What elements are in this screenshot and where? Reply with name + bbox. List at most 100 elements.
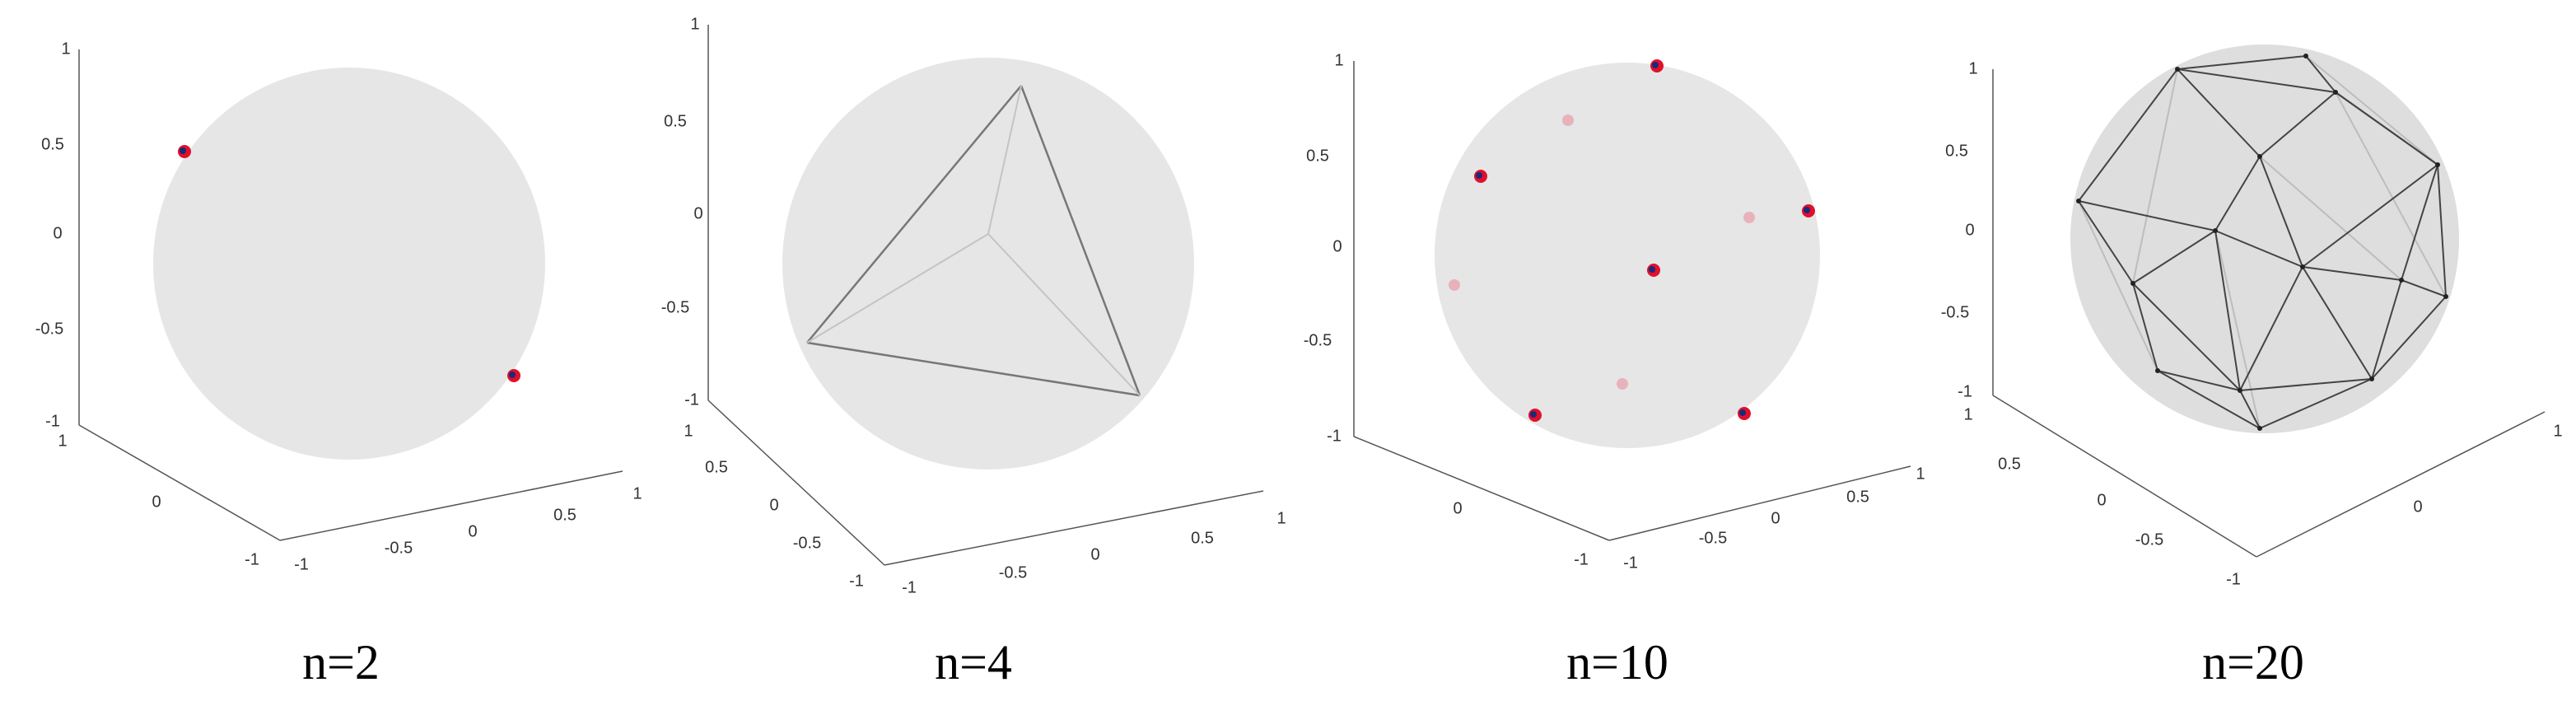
caption: n=4 bbox=[935, 635, 1012, 689]
sphere bbox=[153, 68, 545, 460]
edge bbox=[2214, 156, 2261, 231]
edge bbox=[2078, 68, 2178, 202]
caption: n=10 bbox=[1566, 635, 1668, 689]
tick-label: 0 bbox=[53, 224, 62, 242]
edge bbox=[2132, 230, 2216, 284]
tick-label: -1 bbox=[1958, 382, 1972, 400]
tick-label: -0.5 bbox=[793, 534, 821, 552]
point-core bbox=[1739, 409, 1746, 416]
point-core bbox=[1476, 172, 1482, 179]
tick-label: 0 bbox=[1965, 221, 1974, 239]
panel: 1 0.5 0 -0.5 -1 1 0 -1 -1 -0.5 0 0.5 1 n=2 bbox=[35, 40, 642, 689]
edge bbox=[2177, 68, 2336, 93]
caption: n=20 bbox=[2202, 635, 2304, 689]
edge bbox=[2132, 283, 2241, 391]
tick-label: 0 bbox=[693, 204, 702, 222]
tick-label: 1 bbox=[684, 422, 693, 440]
vertex bbox=[2076, 199, 2081, 203]
point bbox=[1743, 212, 1755, 223]
tick-label: 0.5 bbox=[705, 458, 728, 476]
vertex bbox=[2257, 426, 2262, 431]
tick-label: 1 bbox=[2553, 422, 2562, 440]
tick-label: -1 bbox=[902, 578, 917, 596]
edge bbox=[2305, 55, 2336, 93]
point bbox=[1617, 378, 1628, 390]
tick-label: 1 bbox=[61, 40, 70, 58]
tick-label: 0.5 bbox=[1846, 488, 1869, 506]
vertex bbox=[2300, 264, 2305, 269]
tick-label: -1 bbox=[849, 572, 864, 590]
edge bbox=[2214, 230, 2241, 391]
tick-label: 0 bbox=[2097, 491, 2106, 509]
edge bbox=[806, 341, 1141, 397]
tick-label: -1 bbox=[1327, 427, 1342, 445]
panel: 1 0.5 0 -0.5 -1 1 0.5 0 -0.5 -1 0 1 n=20 bbox=[1941, 44, 2563, 689]
edge bbox=[2239, 266, 2303, 391]
edge bbox=[2132, 68, 2178, 284]
tick-label: 0 bbox=[1090, 545, 1099, 563]
tick-label: -1 bbox=[245, 550, 259, 568]
edge bbox=[2371, 279, 2402, 380]
sphere bbox=[2070, 44, 2459, 433]
vertex bbox=[2130, 281, 2135, 286]
point-core bbox=[509, 372, 516, 378]
edge bbox=[2177, 68, 2261, 157]
tick-label: -0.5 bbox=[1699, 529, 1727, 547]
tick-label: 0.5 bbox=[41, 135, 64, 153]
tick-label: 1 bbox=[690, 15, 699, 33]
vertex bbox=[2155, 368, 2160, 373]
edge bbox=[2239, 378, 2373, 391]
edge bbox=[2078, 200, 2158, 372]
edge bbox=[2177, 55, 2307, 70]
edge bbox=[2335, 91, 2438, 166]
tick-label: 1 bbox=[1276, 509, 1286, 527]
tick-label: 0.5 bbox=[1306, 147, 1329, 165]
tick-label: 0.5 bbox=[1191, 529, 1214, 547]
tick-label: 1 bbox=[58, 432, 67, 450]
tick-label: -0.5 bbox=[2135, 530, 2163, 549]
edge bbox=[987, 85, 1022, 235]
tick-label: 1 bbox=[632, 484, 642, 502]
vertex bbox=[2369, 376, 2374, 381]
tick-label: 1 bbox=[1916, 465, 1925, 483]
edge bbox=[2259, 156, 2303, 268]
floor-axis bbox=[884, 490, 1264, 566]
floor-axis bbox=[707, 400, 885, 566]
tick-label: -1 bbox=[45, 412, 60, 430]
tick-label: 0.5 bbox=[553, 506, 576, 524]
edge bbox=[2401, 164, 2438, 281]
panel: 1 0.5 0 -0.5 -1 0 -1 -1 -0.5 0 0.5 1 n=10 bbox=[1304, 51, 1925, 689]
edge bbox=[2259, 156, 2402, 281]
tick-label: -1 bbox=[294, 555, 309, 573]
tick-label: -1 bbox=[1623, 554, 1638, 572]
tick-label: 0 bbox=[468, 522, 477, 540]
edge bbox=[2335, 91, 2447, 297]
tick-label: 0 bbox=[2413, 498, 2422, 516]
tick-label: 0 bbox=[1332, 237, 1342, 255]
tick-label: -1 bbox=[1574, 550, 1589, 568]
tick-label: -0.5 bbox=[385, 539, 413, 557]
point-core bbox=[1804, 207, 1810, 213]
tick-label: 1 bbox=[1968, 59, 1977, 77]
tick-label: -1 bbox=[684, 390, 699, 409]
edge bbox=[2437, 164, 2447, 297]
point bbox=[1449, 279, 1460, 291]
edge bbox=[2214, 230, 2303, 268]
vertex bbox=[2443, 294, 2448, 299]
edge bbox=[2302, 266, 2402, 281]
edge bbox=[2259, 378, 2373, 429]
floor-axis bbox=[2256, 411, 2546, 558]
floor-axis bbox=[1608, 465, 1911, 541]
edge bbox=[2078, 200, 2134, 284]
edge bbox=[806, 233, 989, 343]
vertex bbox=[2175, 67, 2180, 72]
tick-label: -0.5 bbox=[1304, 331, 1332, 349]
edge bbox=[2239, 390, 2261, 429]
point-core bbox=[1530, 411, 1537, 418]
edge bbox=[2214, 230, 2261, 429]
edge bbox=[2157, 370, 2241, 391]
vertex bbox=[2213, 228, 2218, 233]
tick-label: 1 bbox=[1334, 51, 1343, 69]
tick-label: 1 bbox=[1963, 405, 1972, 423]
edge bbox=[2259, 91, 2336, 157]
